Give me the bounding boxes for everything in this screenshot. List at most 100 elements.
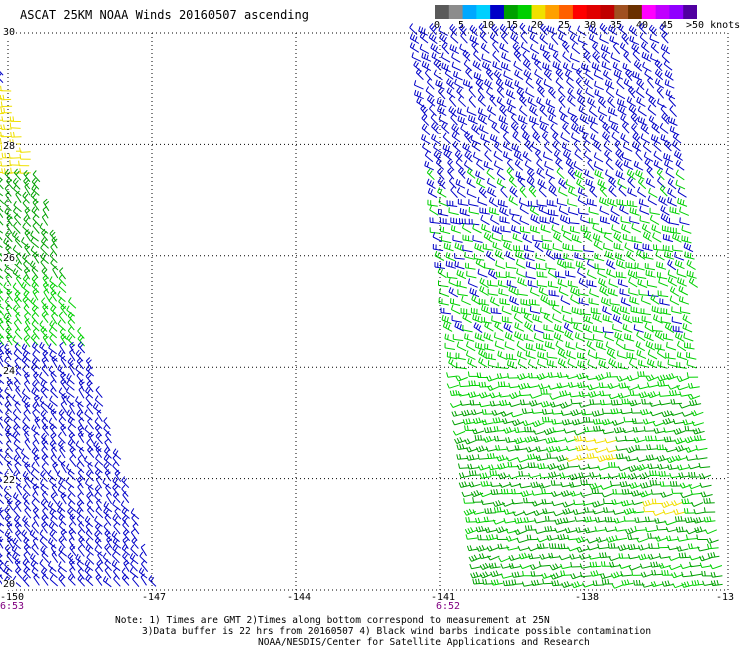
wind-barb [554, 257, 565, 261]
wind-barb-feather [106, 471, 111, 476]
wind-barb [31, 428, 40, 436]
wind-barb-feather [603, 298, 606, 304]
wind-barb-feather [505, 250, 508, 256]
wind-barb-feather [611, 224, 614, 230]
wind-barb [599, 290, 609, 297]
wind-barb-feather [426, 54, 429, 60]
wind-barb-feather [31, 304, 36, 310]
wind-barb-feather [609, 98, 614, 104]
wind-barb-feather [42, 412, 47, 417]
wind-barb-feather [518, 89, 523, 94]
wind-barb-feather [558, 106, 563, 112]
wind-barb-feather [56, 506, 61, 512]
wind-barb-feather [457, 261, 459, 267]
wind-barb-feather [674, 259, 678, 265]
wind-barb-feather [527, 168, 531, 173]
wind-barb-feather [85, 357, 91, 362]
wind-barb-feather [7, 179, 12, 184]
wind-barb-feather [577, 35, 581, 41]
wind-barb-feather [50, 408, 56, 413]
wind-barb [509, 300, 520, 306]
wind-barb [562, 235, 572, 242]
wind-barb-feather [0, 559, 2, 563]
wind-barb-feather [60, 371, 65, 376]
wind-barb-feather [58, 350, 62, 355]
wind-barb [452, 239, 463, 243]
wind-barb-feather [586, 170, 590, 176]
wind-barb-feather [623, 298, 626, 304]
wind-barb-feather [473, 43, 478, 48]
wind-barb [468, 99, 476, 108]
wind-barb [464, 337, 475, 342]
wind-barb-feather [571, 43, 576, 48]
wind-barb-feather [682, 279, 685, 285]
wind-barb-feather [575, 126, 579, 132]
wind-barb [603, 331, 614, 334]
wind-barb [0, 408, 4, 414]
wind-barb [528, 189, 537, 198]
wind-barb-feather [61, 373, 67, 378]
wind-barb-feather [615, 149, 620, 154]
wind-barb [40, 256, 49, 264]
wind-barb [24, 479, 31, 489]
wind-barb-feather [516, 81, 520, 87]
wind-barb [121, 548, 131, 556]
wind-barb-feather [473, 125, 477, 131]
wind-barb-feather [631, 36, 635, 42]
wind-barb-feather [463, 410, 467, 416]
wind-barb-feather [498, 417, 501, 423]
wind-barb-feather [634, 142, 638, 148]
wind-barb-feather [487, 187, 490, 192]
wind-barb-feather [5, 230, 9, 235]
wind-barb [606, 273, 616, 278]
wind-barb-feather [51, 231, 56, 237]
wind-barb-feather [458, 381, 461, 387]
wind-barb-feather [6, 177, 11, 182]
wind-barb-feather [629, 375, 633, 381]
wind-barb-feather [528, 115, 532, 121]
wind-barb-feather [58, 513, 63, 519]
wind-barb-feather [579, 97, 583, 103]
wind-barb-feather [49, 566, 53, 572]
wind-barb-feather [49, 229, 54, 235]
wind-barb-feather [35, 456, 40, 461]
wind-barb [59, 270, 66, 280]
wind-barb [678, 290, 689, 296]
wind-barb-feather [421, 134, 424, 140]
wind-barb [84, 429, 93, 437]
wind-barb [607, 202, 618, 207]
wind-barb-feather [41, 310, 46, 316]
wind-barb-feather [570, 188, 574, 194]
wind-barb-feather [529, 33, 533, 39]
wind-barb-feather [531, 122, 536, 128]
wind-barb-feather [67, 493, 72, 498]
wind-barb [639, 36, 649, 44]
wind-barb-feather [663, 33, 668, 39]
wind-barb [77, 434, 85, 443]
wind-barb [619, 292, 630, 297]
wind-barb [40, 487, 49, 496]
wind-barb [424, 165, 435, 171]
wind-barb-feather [459, 208, 462, 214]
wind-barb-feather [594, 53, 599, 58]
wind-barb [650, 219, 660, 226]
wind-barb-feather [24, 312, 29, 317]
wind-barb-feather [4, 266, 8, 272]
wind-barb [32, 412, 39, 421]
wind-barb-feather [478, 259, 481, 265]
wind-barb [672, 237, 682, 243]
wind-barb-feather [23, 551, 28, 556]
wind-barb [547, 110, 557, 118]
wind-barb-feather [636, 249, 640, 255]
wind-barb-feather [591, 35, 595, 41]
wind-barb-feather [690, 393, 694, 399]
wind-barb [57, 323, 66, 332]
wind-barb [587, 273, 597, 280]
wind-barb [669, 299, 680, 306]
wind-barb-feather [431, 98, 435, 104]
wind-barb-feather [94, 530, 99, 535]
wind-barb-feather [629, 390, 632, 396]
wind-barb [122, 540, 129, 549]
wind-barb-feather [502, 132, 507, 137]
wind-barb-feather [632, 49, 637, 55]
